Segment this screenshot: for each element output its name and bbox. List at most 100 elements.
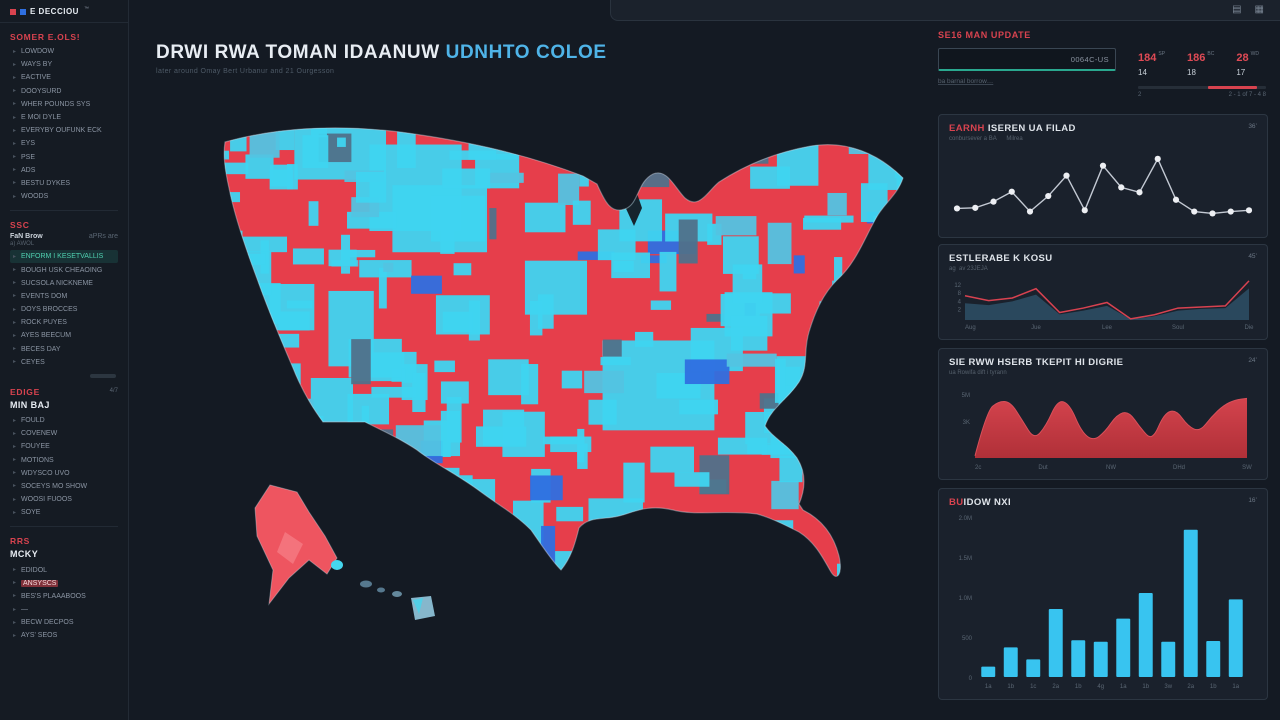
sidebar-item[interactable]: ▸ CEYES (10, 356, 118, 369)
sidebar-item[interactable]: ▸ SOCEYS MO SHOW (10, 480, 118, 493)
sidebar-item[interactable]: ▸ WAYS BY (10, 58, 118, 71)
apps-icon[interactable]: ▦ (1254, 4, 1264, 15)
svg-text:2.0M: 2.0M (959, 516, 972, 522)
sidebar-item-label: SOCEYS MO SHOW (21, 482, 88, 490)
sidebar-item[interactable]: ▸ WHER POUNDS SYS (10, 98, 118, 111)
sidebar-item[interactable]: ▸ WDYSCO UVO (10, 467, 118, 480)
sidebar-item[interactable]: ▸ — (10, 603, 118, 616)
sidebar-item[interactable]: ▸ SOYE (10, 506, 118, 519)
sidebar-item[interactable]: ▸ BESTU DYKES (10, 177, 118, 190)
svg-text:1a: 1a (1120, 684, 1127, 690)
svg-text:2a: 2a (1187, 684, 1194, 690)
sidebar-item[interactable]: ▸ ROCK PUYES (10, 316, 118, 329)
divider (10, 526, 118, 528)
sidebar-item[interactable]: ▸ BOUGH USK CHEAOING (10, 263, 118, 276)
card-title: ISEREN UA FILAD (987, 123, 1076, 134)
sidebar-item-label: WAYS BY (21, 61, 53, 69)
sidebar-item[interactable]: ▸ BECW DECPOS (10, 616, 118, 629)
chevron-icon: ▸ (13, 430, 17, 437)
sidebar-item-label: ENFORM I KESETVALLIS (21, 253, 104, 261)
chart-card-monthly: BUIDOW NXI 16’ 2.0M 1.5M 1.0M 500 0 1a 1b 1c 2a 1… (938, 488, 1268, 700)
chevron-icon: ▸ (13, 74, 17, 81)
update-input[interactable]: 0064C-US (938, 48, 1116, 71)
chevron-icon: ▸ (13, 267, 17, 274)
update-link[interactable]: ba barnal borrow… (938, 78, 994, 85)
sidebar-item[interactable]: ▸ MOTIONS (10, 454, 118, 467)
chevron-icon: ▸ (13, 346, 17, 353)
card-title-accent: EARNH (949, 123, 988, 134)
sidebar-item[interactable]: ▸ FOUYEE (10, 440, 118, 453)
sidebar-item[interactable]: ▸ PSE (10, 151, 118, 164)
svg-text:1b: 1b (1007, 684, 1014, 690)
page-title-white: DRWI RWA TOMAN IDAANUW (156, 42, 446, 63)
sidebar-item[interactable]: ▸ E MOI DYLE (10, 111, 118, 124)
sidebar-section-2: SSC FaN Brow aPRs are a) AWOL ▸ ENFORM I … (0, 220, 128, 378)
sidebar-item[interactable]: ▸ BECES DAY (10, 343, 118, 356)
chart-card-signal: ESTLERABE K KOSU 45’ ag av 23JEJA 12 8 4 2 A… (938, 244, 1268, 340)
grid-icon[interactable]: ▤ (1232, 4, 1242, 15)
sidebar-item-label: AYS' SEOS (21, 632, 58, 640)
section-title: SOMER E.OLS! (10, 32, 81, 42)
page-title-cyan: UDNHTO COLOE (445, 42, 607, 63)
sidebar-item[interactable]: ▸ EACTIVE (10, 71, 118, 84)
top-bar: ▤ ▦ (610, 0, 1280, 21)
sidebar-item[interactable]: ▸ DOOYSURD (10, 85, 118, 98)
chevron-icon: ▸ (13, 619, 17, 626)
chevron-icon: ▸ (13, 140, 17, 147)
svg-text:2: 2 (958, 308, 962, 314)
sidebar-item[interactable]: ▸ EYS (10, 137, 118, 150)
svg-text:Die: Die (1244, 325, 1254, 331)
card-title: SIE RWW HSERB TKEPIT HI DIGRIE (949, 357, 1124, 368)
sidebar-item[interactable]: ▸ ADS (10, 164, 118, 177)
stat-value: 186 (1187, 52, 1206, 64)
sidebar-item[interactable]: ▸ DOYS BROCCES (10, 303, 118, 316)
sidebar-item[interactable]: ▸ ENFORM I KESETVALLIS (10, 250, 118, 264)
card-title: ESTLERABE K KOSU (949, 253, 1053, 264)
sidebar-item[interactable]: ▸ ANSYSCS (10, 577, 118, 590)
section-subtitle: MIN BAJ (10, 399, 50, 410)
chart-card-activity: EARNH ISEREN UA FILAD 36’ conbursever a … (938, 114, 1268, 238)
sidebar-item[interactable]: ▸ WOOSI FUOOS (10, 493, 118, 506)
sidebar-item[interactable]: ▸ COVENEW (10, 427, 118, 440)
chevron-icon: ▸ (13, 496, 17, 503)
scrollbar-thumb[interactable] (90, 373, 116, 378)
alaska (254, 484, 338, 606)
sidebar-item[interactable]: ▸ FOULD (10, 414, 118, 427)
sidebar-item-label: EVERYBY OUFUNK ECK (21, 127, 102, 135)
section-meta-sub: a) AWOL (10, 241, 35, 248)
stat-subvalue: 17 (1236, 68, 1246, 77)
chevron-icon: ▸ (13, 114, 17, 121)
app-logo[interactable]: E DECCIOU ™ (0, 0, 128, 23)
svg-text:1b: 1b (1075, 684, 1082, 690)
card-subtitle: ua Rowifa dift i tyrann (949, 370, 1007, 376)
sidebar-item[interactable]: ▸ EDIDOL (10, 563, 118, 576)
update-header: SE16 MAN UPDATE (938, 30, 1031, 40)
card-corner-value: 45’ (1248, 253, 1257, 260)
sidebar-item[interactable]: ▸ WOODS (10, 190, 118, 203)
chevron-icon: ▸ (13, 509, 17, 516)
chevron-icon: ▸ (13, 359, 17, 366)
svg-text:Lee: Lee (1102, 325, 1113, 331)
sidebar-item-label: EACTIVE (21, 74, 51, 82)
chevron-icon: ▸ (13, 167, 17, 174)
sidebar-item[interactable]: ▸ LOWDOW (10, 45, 118, 58)
us-county-map[interactable] (185, 112, 920, 630)
card-title-accent: BU (949, 497, 964, 508)
sidebar-item[interactable]: ▸ BES'S PLAAABOOS (10, 590, 118, 603)
chevron-icon: ▸ (13, 193, 17, 200)
sidebar-item-label: COVENEW (21, 430, 58, 438)
chevron-icon: ▸ (13, 154, 17, 161)
sidebar-item[interactable]: ▸ AYES BEECUM (10, 329, 118, 342)
sidebar-item[interactable]: ▸ SUCSOLA NICKNEME (10, 277, 118, 290)
sidebar-item[interactable]: ▸ AYS' SEOS (10, 629, 118, 642)
chevron-icon: ▸ (13, 319, 17, 326)
chevron-icon: ▸ (13, 88, 17, 95)
chevron-icon: ▸ (13, 127, 17, 134)
sidebar-item[interactable]: ▸ EVENTS DOM (10, 290, 118, 303)
red-area-chart: 5M 3K 2c Dut NW DHd SW (949, 379, 1257, 471)
sidebar-item[interactable]: ▸ EVERYBY OUFUNK ECK (10, 124, 118, 137)
svg-text:1.0M: 1.0M (959, 596, 972, 602)
svg-text:SW: SW (1242, 465, 1252, 471)
sidebar-item-label: WHER POUNDS SYS (21, 100, 91, 108)
svg-text:1b: 1b (1210, 684, 1217, 690)
